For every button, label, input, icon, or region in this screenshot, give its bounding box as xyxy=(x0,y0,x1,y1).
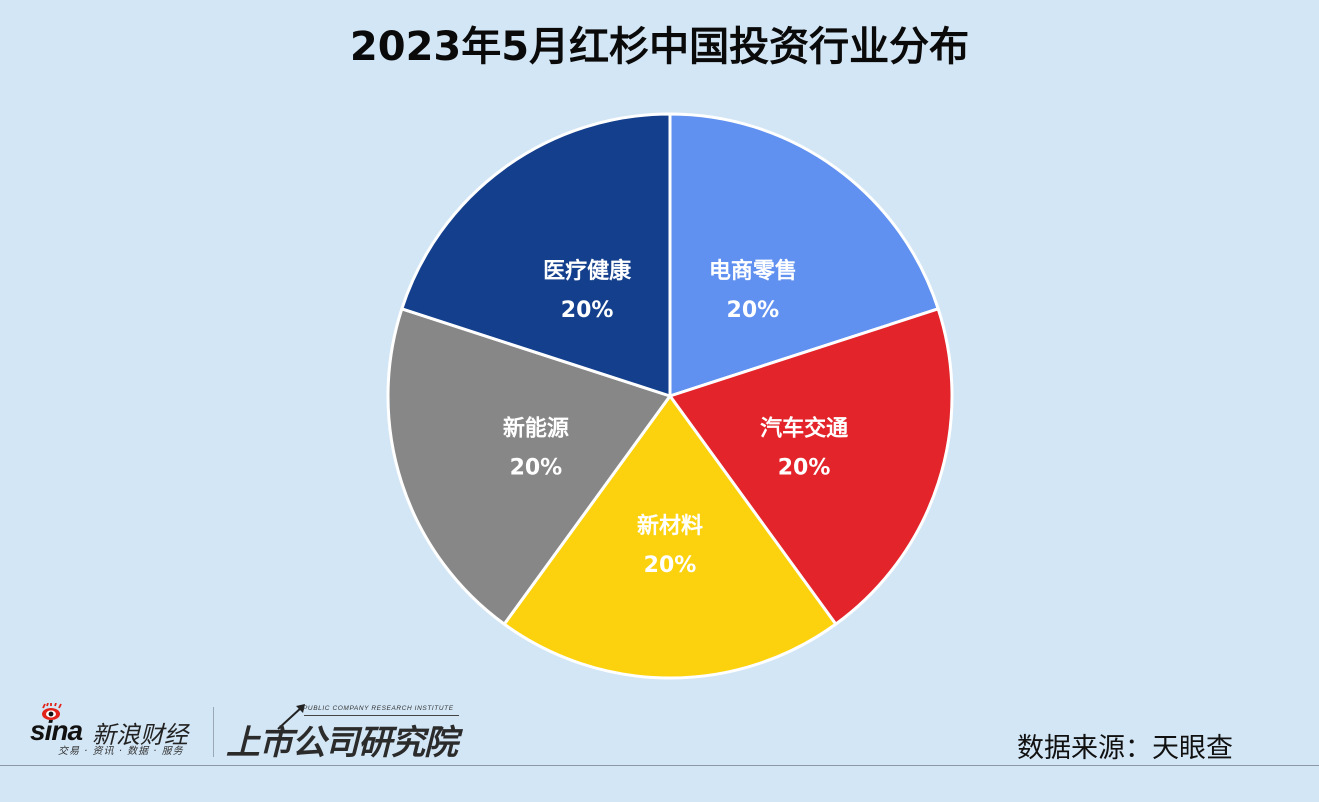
pie-slice xyxy=(668,112,940,398)
institute-name: 上市公司研究院 xyxy=(226,723,458,763)
pie-slice xyxy=(502,394,838,680)
pie-slice xyxy=(400,112,672,398)
institute-underline xyxy=(304,715,459,716)
data-source: 数据来源：天眼查 xyxy=(1017,733,1233,764)
pie-slice xyxy=(386,307,672,626)
slice-label-name: 汽车交通 xyxy=(760,416,848,442)
sina-tagline: 交易 · 资讯 · 数据 · 服务 xyxy=(58,746,184,757)
pie-labels: 电商零售 20% 汽车交通 20% 新材料 20% 新能源 20% 医疗健康 20% xyxy=(503,258,848,578)
slice-label-name: 电商零售 xyxy=(709,258,797,284)
pie-slice xyxy=(668,307,954,626)
slice-label-name: 新能源 xyxy=(503,416,569,442)
research-institute-logo: PUBLIC COMPANY RESEARCH INSTITUTE 上市公司研究… xyxy=(226,703,466,763)
chart-title: 2023年5月红杉中国投资行业分布 xyxy=(349,24,970,70)
slice-label-percent: 20% xyxy=(561,298,614,323)
institute-english-name: PUBLIC COMPANY RESEARCH INSTITUTE xyxy=(303,705,454,712)
slice-label-percent: 20% xyxy=(727,298,780,323)
slice-label-percent: 20% xyxy=(510,456,563,481)
pie-slices xyxy=(386,112,954,680)
logo-divider xyxy=(213,707,214,757)
sina-wordmark: sina xyxy=(30,715,83,746)
slice-label-percent: 20% xyxy=(644,553,697,578)
slice-label-name: 新材料 xyxy=(637,513,703,539)
sina-finance-name: 新浪财经 xyxy=(92,721,188,749)
arrow-up-icon xyxy=(277,704,305,730)
slice-label-percent: 20% xyxy=(778,456,831,481)
slice-label-name: 医疗健康 xyxy=(543,258,632,284)
sina-eye-icon xyxy=(42,703,62,720)
sina-finance-logo: sina 新浪财经 交易 · 资讯 · 数据 · 服务 xyxy=(30,703,210,757)
footer-divider xyxy=(0,765,1319,766)
